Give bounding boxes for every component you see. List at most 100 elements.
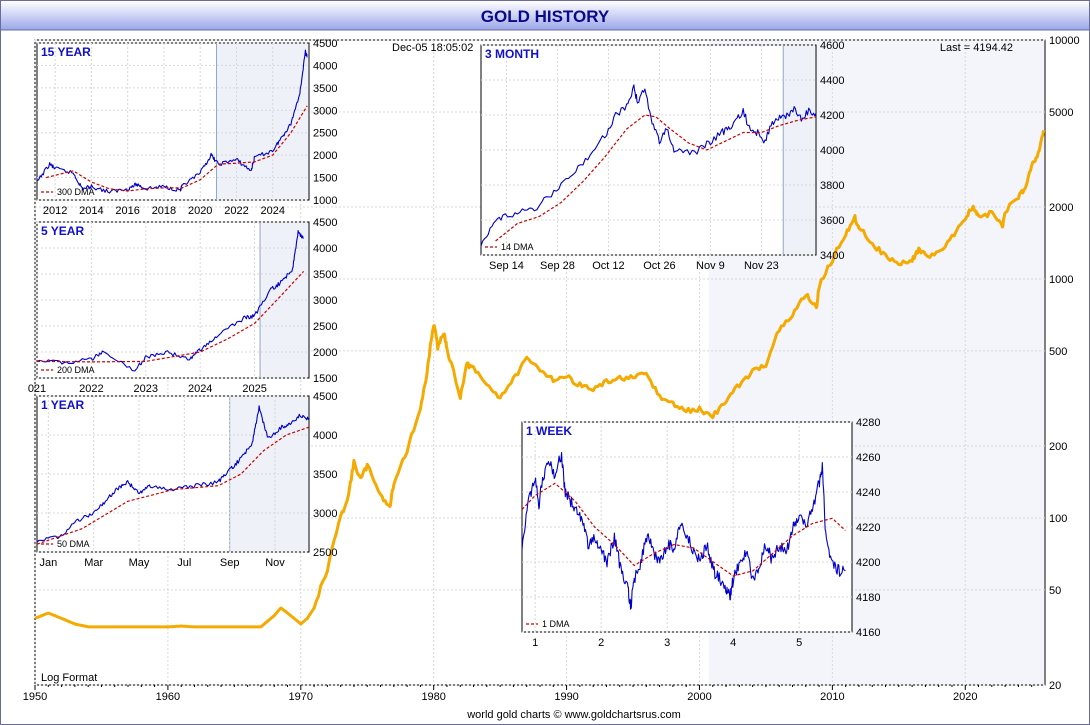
price-line-15y <box>36 49 308 194</box>
legend-label-5y: 200 DMA <box>57 365 95 375</box>
main-x-tick-label: 2000 <box>687 691 711 703</box>
moving-average-line-1w <box>521 482 846 577</box>
x-tick-label-1w: 5 <box>796 637 802 649</box>
inset-1-week: 4160 4180 4200 4220 4240 4260 4280 1 2 3 4 5 1 WEEK 1… <box>521 417 880 649</box>
x-tick-label-1y: Jul <box>177 557 191 569</box>
timestamp: Dec-05 18:05:02 <box>392 42 473 54</box>
main-x-tick-label: 2010 <box>820 691 844 703</box>
x-tick-label-5y: 2022 <box>79 383 103 395</box>
y-tick-label-1y: 4000 <box>313 430 337 442</box>
moving-average-line-1y <box>36 426 310 545</box>
main-y-tick-label: 2000 <box>1049 202 1073 214</box>
y-tick-label-1w: 4200 <box>856 557 880 569</box>
page-title: GOLD HISTORY <box>481 7 610 26</box>
x-tick-label-1y: Sep <box>220 557 240 569</box>
x-tick-label-1w: 3 <box>664 637 670 649</box>
x-tick-label-3m: Nov 23 <box>744 260 779 272</box>
shaded-region-5y <box>260 223 308 377</box>
price-line-1w <box>521 452 846 610</box>
x-tick-label-1y: Mar <box>84 557 103 569</box>
y-tick-label-3m: 3400 <box>820 250 844 262</box>
y-tick-label-15y: 1000 <box>313 195 337 207</box>
y-tick-label-1w: 4160 <box>856 627 880 639</box>
footer-credit: world gold charts © www.goldchartsrus.co… <box>466 709 681 721</box>
main-x-tick-label: 1990 <box>554 691 578 703</box>
y-tick-label-1w: 4280 <box>856 417 880 429</box>
main-x-tick-label: 1980 <box>421 691 445 703</box>
main-y-tick-label: 10000 <box>1049 35 1080 47</box>
y-tick-label-5y: 2500 <box>313 321 337 333</box>
x-tick-label-3m: Oct 12 <box>592 260 624 272</box>
inset-15-year: 1000 1500 2000 2500 3000 3500 4000 4500 2012 2014… <box>36 38 337 217</box>
x-tick-label-15y: 2020 <box>188 205 212 217</box>
y-tick-label-15y: 4500 <box>313 38 337 50</box>
x-tick-label-1y: May <box>129 557 150 569</box>
main-x-tick-label: 1950 <box>23 691 47 703</box>
main-y-tick-label: 1000 <box>1049 274 1073 286</box>
main-x-tick-label: 1970 <box>289 691 313 703</box>
y-tick-label-15y: 2000 <box>313 150 337 162</box>
inset-title-5y: 5 YEAR <box>41 224 84 238</box>
x-tick-label-15y: 2014 <box>79 205 103 217</box>
main-y-tick-label: 500 <box>1049 346 1067 358</box>
y-tick-label-1w: 4180 <box>856 592 880 604</box>
plot-area-3m <box>480 44 817 256</box>
main-y-tick-label: 20 <box>1049 680 1061 692</box>
inset-title-3m: 3 MONTH <box>485 47 539 61</box>
inset-title-1w: 1 WEEK <box>526 424 572 438</box>
shaded-region-15y <box>216 44 308 199</box>
main-y-tick-label: 5000 <box>1049 107 1073 119</box>
x-tick-label-1w: 1 <box>532 637 538 649</box>
main-y-tick-label: 100 <box>1049 513 1067 525</box>
moving-average-line-3m <box>495 114 817 242</box>
last-price: Last = 4194.42 <box>940 42 1013 54</box>
y-tick-label-1y: 4500 <box>313 391 337 403</box>
price-line-1y <box>36 405 310 543</box>
inset-1-year: 2500 3000 3500 4000 4500 Jan Mar May Jul Sep Nov 1 … <box>36 391 337 569</box>
y-tick-label-1w: 4220 <box>856 522 880 534</box>
y-tick-label-15y: 2500 <box>313 128 337 140</box>
price-line-3m <box>480 84 817 247</box>
x-tick-label-15y: 2012 <box>43 205 67 217</box>
y-tick-label-3m: 4600 <box>820 40 844 52</box>
y-tick-label-15y: 4000 <box>313 60 337 72</box>
title-bar <box>1 1 1089 30</box>
y-tick-label-3m: 4200 <box>820 110 844 122</box>
x-tick-label-3m: Nov 9 <box>696 260 725 272</box>
inset-5-year: 1500 2000 2500 3000 3500 4000 4500 021 2022 2023 2… <box>28 217 338 395</box>
main-x-tick-label: 1960 <box>156 691 180 703</box>
x-tick-label-5y: 2023 <box>134 383 158 395</box>
x-tick-label-1w: 4 <box>730 637 736 649</box>
moving-average-line-15y <box>45 105 308 192</box>
x-tick-label-3m: Sep 14 <box>489 260 524 272</box>
x-tick-label-15y: 2024 <box>260 205 284 217</box>
inset-title-1y: 1 YEAR <box>41 398 84 412</box>
y-tick-label-5y: 3000 <box>313 295 337 307</box>
y-tick-label-15y: 3500 <box>313 83 337 95</box>
legend-label-15y: 300 DMA <box>57 187 95 197</box>
main-y-tick-label: 50 <box>1049 585 1061 597</box>
y-tick-label-3m: 4000 <box>820 145 844 157</box>
y-tick-label-5y: 2000 <box>313 347 337 359</box>
y-tick-label-5y: 3500 <box>313 269 337 281</box>
y-tick-label-15y: 3000 <box>313 105 337 117</box>
x-tick-label-15y: 2022 <box>224 205 248 217</box>
x-tick-label-15y: 2016 <box>115 205 139 217</box>
x-tick-label-5y: 2024 <box>188 383 212 395</box>
y-tick-label-1w: 4260 <box>856 452 880 464</box>
legend-label-1w: 1 DMA <box>542 619 570 629</box>
x-tick-label-1w: 2 <box>598 637 604 649</box>
y-tick-label-5y: 4000 <box>313 243 337 255</box>
y-tick-label-1y: 3000 <box>313 508 337 520</box>
x-tick-label-1y: Nov <box>265 557 285 569</box>
y-tick-label-1y: 3500 <box>313 469 337 481</box>
x-tick-label-3m: Sep 28 <box>540 260 575 272</box>
y-tick-label-3m: 3800 <box>820 180 844 192</box>
inset-3-month: 3400 3600 3800 4000 4200 4400 4600 Sep 14 Sep 28… <box>480 40 844 272</box>
legend-label-3m: 14 DMA <box>501 242 534 252</box>
x-tick-label-15y: 2018 <box>152 205 176 217</box>
y-tick-label-3m: 3600 <box>820 215 844 227</box>
main-y-tick-label: 200 <box>1049 441 1067 453</box>
y-tick-label-5y: 1500 <box>313 373 337 385</box>
